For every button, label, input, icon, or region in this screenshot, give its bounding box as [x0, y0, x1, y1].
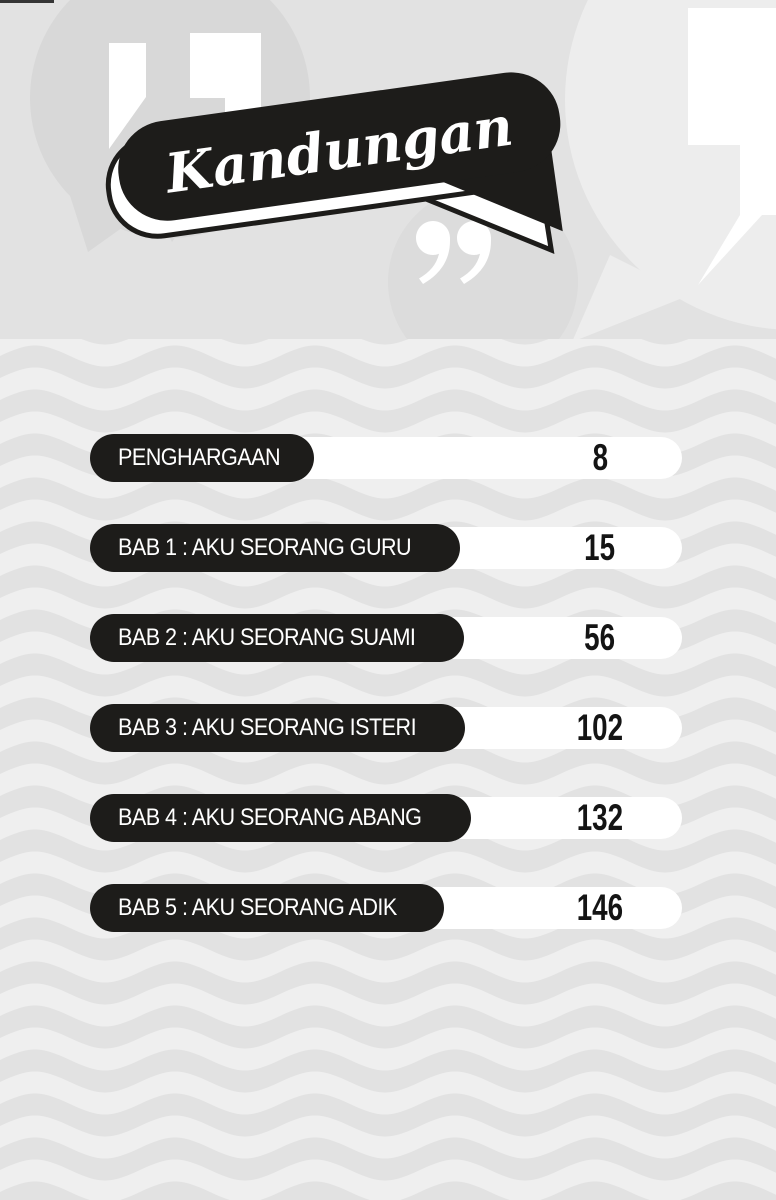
- toc-row-page-value: 102: [576, 707, 624, 748]
- toc-row-pill: BAB 1 : AKU SEORANG GURU: [90, 524, 460, 572]
- toc-row-page-value: 15: [584, 527, 616, 568]
- toc-row-page-number: 56: [540, 617, 660, 659]
- toc-row-page-value: 56: [584, 617, 616, 658]
- toc-row: BAB 5 : AKU SEORANG ADIK 146: [90, 884, 682, 932]
- toc-row-pill: BAB 5 : AKU SEORANG ADIK: [90, 884, 444, 932]
- wave-pattern-background: [0, 339, 776, 1200]
- toc-row-page-number: 146: [540, 887, 660, 929]
- open-quote-icon-right: [688, 8, 776, 285]
- toc-row-page-number: 132: [540, 797, 660, 839]
- toc-row: BAB 1 : AKU SEORANG GURU 15: [90, 524, 682, 572]
- banner-body: [118, 72, 561, 221]
- toc-row: BAB 3 : AKU SEORANG ISTERI 102: [90, 704, 682, 752]
- toc-row-page-value: 8: [592, 437, 608, 478]
- toc-row: PENGHARGAAN 8: [90, 434, 682, 482]
- close-quote-icon: [416, 221, 491, 284]
- toc-row-page-number: 8: [540, 437, 660, 479]
- toc-row-page-value: 146: [576, 887, 624, 928]
- toc-row-page-number: 15: [540, 527, 660, 569]
- toc-row-pill: BAB 4 : AKU SEORANG ABANG: [90, 794, 472, 842]
- toc-row-label: PENGHARGAAN: [118, 444, 281, 471]
- toc-row-label: BAB 4 : AKU SEORANG ABANG: [118, 804, 422, 831]
- toc-row-label: BAB 3 : AKU SEORANG ISTERI: [118, 714, 417, 741]
- toc-row-label: BAB 1 : AKU SEORANG GURU: [118, 534, 412, 561]
- toc-row: BAB 2 : AKU SEORANG SUAMI 56: [90, 614, 682, 662]
- toc-row: BAB 4 : AKU SEORANG ABANG 132: [90, 794, 682, 842]
- header-decor: Kandungan: [30, 0, 776, 339]
- toc-row-pill: BAB 3 : AKU SEORANG ISTERI: [90, 704, 466, 752]
- title-banner: Kandungan: [105, 72, 563, 255]
- toc-row-label: BAB 2 : AKU SEORANG SUAMI: [118, 624, 416, 651]
- toc-row-page-value: 132: [576, 797, 624, 838]
- print-artifact: [0, 0, 54, 3]
- toc-row-page-number: 102: [540, 707, 660, 749]
- page-header: Kandungan: [0, 0, 776, 339]
- toc-row-label: BAB 5 : AKU SEORANG ADIK: [118, 894, 397, 921]
- toc-row-pill: PENGHARGAAN: [90, 434, 315, 482]
- toc-row-pill: BAB 2 : AKU SEORANG SUAMI: [90, 614, 465, 662]
